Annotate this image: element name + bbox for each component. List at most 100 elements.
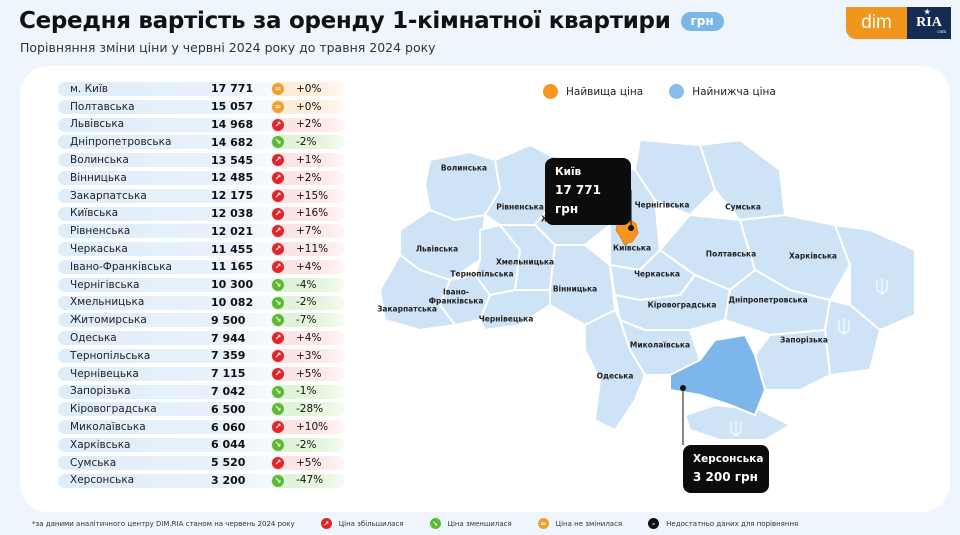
- row-bg: [58, 82, 298, 96]
- row-bg: [58, 384, 298, 399]
- map-region-label: Закарпатська: [377, 304, 437, 314]
- change-bg: [271, 473, 345, 488]
- table-row: Полтавська 15 057 = +0%: [58, 98, 350, 116]
- row-bg: [58, 473, 298, 488]
- row-bg: [58, 135, 298, 150]
- region-price: 10 082: [211, 295, 254, 309]
- trend-down-icon: ↘: [272, 385, 284, 398]
- region-price: 7 115: [211, 367, 246, 381]
- logo-dim: dim: [846, 7, 907, 39]
- row-bg: [58, 99, 298, 114]
- row-bg: [58, 295, 298, 310]
- table-row: Черкаська 11 455 ↗ +11%: [58, 240, 350, 258]
- region-price: 10 300: [211, 278, 254, 292]
- table-row: м. Київ 17 771 = +0%: [58, 80, 350, 98]
- trend-down-icon: ↘: [272, 438, 284, 451]
- region-price: 5 520: [211, 456, 246, 470]
- change-bg: [271, 295, 345, 310]
- region-name: Сумська: [70, 456, 117, 469]
- legend-highest-label: Найвища ціна: [566, 85, 644, 98]
- change-bg: [271, 188, 345, 203]
- trend-up-icon: ↗: [272, 207, 284, 220]
- row-bg: [58, 188, 298, 203]
- region-price: 12 021: [211, 224, 254, 238]
- trend-same-icon: =: [537, 518, 549, 529]
- price-change: -2%: [296, 438, 317, 451]
- map-region-label: Сумська: [725, 202, 761, 212]
- change-bg: [271, 277, 345, 292]
- page-title: Середня вартість за оренду 1-кімнатної к…: [19, 8, 724, 34]
- trend-up-icon: ↗: [272, 225, 284, 238]
- table-row: Одеська 7 944 ↗ +4%: [58, 329, 350, 347]
- change-bg: [271, 259, 345, 274]
- region-kherson: [669, 333, 767, 417]
- region-name: Полтавська: [70, 100, 135, 113]
- row-bg: [58, 331, 298, 346]
- table-row: Дніпропетровська 14 682 ↘ -2%: [58, 133, 350, 151]
- trend-up-icon: ↗: [320, 518, 332, 529]
- change-bg: [271, 384, 345, 399]
- change-bg: [271, 313, 345, 328]
- map-region-label: Полтавська: [705, 249, 757, 259]
- region-name: Житомирська: [70, 314, 147, 327]
- trend-up-icon: ↗: [272, 189, 284, 202]
- change-bg: [271, 170, 345, 185]
- footer-legend-label: Ціна не змінилася: [555, 519, 623, 528]
- region-name: Волинська: [70, 154, 129, 167]
- trend-down-icon: ↘: [272, 474, 284, 487]
- row-bg: [58, 420, 298, 435]
- row-bg: [58, 170, 298, 185]
- row-bg: [58, 117, 298, 132]
- logo-ria: ★ RIA com: [907, 7, 951, 39]
- table-row: Чернігівська 10 300 ↘ -4%: [58, 276, 350, 294]
- region-price: 12 175: [211, 189, 254, 203]
- region-price: 7 944: [211, 331, 246, 345]
- map-region-label: Хмельницька: [495, 257, 555, 267]
- map-region-label: Чернівецька: [478, 314, 534, 324]
- region-name: Одеська: [70, 332, 117, 345]
- table-row: Рівненська 12 021 ↗ +7%: [58, 222, 350, 240]
- price-table: м. Київ 17 771 = +0% Полтавська 15 057 = +0% Льв…: [58, 80, 350, 489]
- trend-up-icon: ↗: [272, 171, 284, 184]
- price-change: +15%: [296, 189, 329, 202]
- region-zakarpattia: [379, 254, 456, 331]
- region-name: Закарпатська: [70, 189, 147, 202]
- table-row: Херсонська 3 200 ↘ -47%: [58, 472, 350, 490]
- table-row: Закарпатська 12 175 ↗ +15%: [58, 187, 350, 205]
- row-bg: [58, 259, 298, 274]
- region-name: Харківська: [70, 438, 131, 451]
- region-odesa: [584, 309, 646, 431]
- callout-highest-value: 17 771 грн: [555, 182, 601, 216]
- footer-legend-none: – Недостатньо даних для порівняння: [648, 518, 798, 529]
- map-region-label: Дніпропетровська: [728, 295, 808, 305]
- change-bg: [271, 420, 345, 435]
- region-price: 7 359: [211, 349, 246, 363]
- region-price: 12 485: [211, 171, 254, 185]
- trend-up-icon: ↗: [272, 332, 284, 345]
- change-bg: [271, 242, 345, 257]
- price-change: +4%: [296, 332, 322, 345]
- region-price: 15 057: [211, 100, 254, 114]
- map-region-label: Харківська: [789, 251, 837, 261]
- price-change: +1%: [296, 154, 322, 167]
- map-region-label: Тернопільська: [450, 269, 514, 279]
- price-change: +16%: [296, 207, 329, 220]
- region-name: Чернівецька: [70, 367, 139, 380]
- table-row: Сумська 5 520 ↗ +5%: [58, 454, 350, 472]
- region-price: 13 545: [211, 153, 254, 167]
- region-name: Івано-Франківська: [70, 260, 172, 273]
- orange-dot-icon: [543, 84, 558, 99]
- price-change: -2%: [296, 136, 317, 149]
- row-bg: [58, 313, 298, 328]
- table-row: Київська 12 038 ↗ +16%: [58, 205, 350, 223]
- price-change: +2%: [296, 118, 322, 131]
- trend-up-icon: ↗: [272, 367, 284, 380]
- price-change: +3%: [296, 349, 322, 362]
- price-change: +5%: [296, 367, 322, 380]
- footer-note: *за даними аналітичного центру DIM.RIA с…: [32, 519, 295, 528]
- row-bg: [58, 206, 298, 221]
- dimria-logo[interactable]: dim ★ RIA com: [846, 7, 951, 39]
- region-name: Запорізька: [70, 385, 131, 398]
- change-bg: [271, 99, 345, 114]
- table-row: Вінницька 12 485 ↗ +2%: [58, 169, 350, 187]
